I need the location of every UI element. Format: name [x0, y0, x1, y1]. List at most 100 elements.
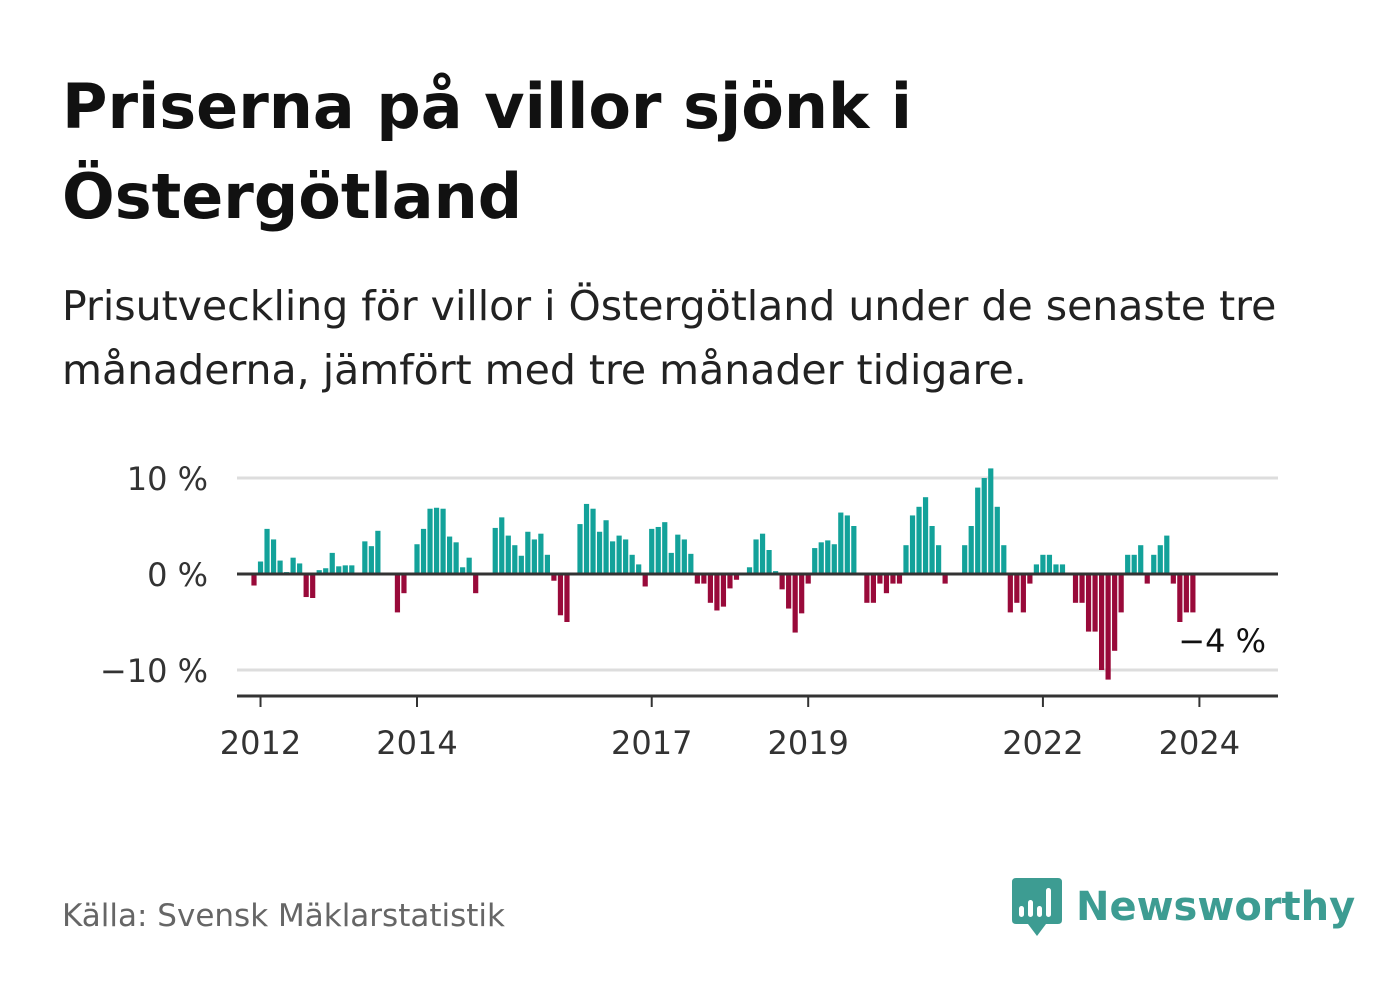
bar: [975, 487, 981, 574]
bar: [323, 568, 329, 574]
bar: [851, 526, 857, 574]
x-tick-label: 2012: [220, 724, 301, 762]
x-tick-label: 2014: [376, 724, 457, 762]
bar: [512, 545, 518, 574]
x-tick-label: 2024: [1159, 724, 1240, 762]
bars: [251, 468, 1196, 680]
bar: [825, 540, 831, 574]
newsworthy-logo[interactable]: Newsworthy: [1010, 876, 1355, 938]
bar: [1085, 574, 1092, 632]
bar: [688, 553, 694, 574]
bar: [329, 552, 335, 574]
bar: [466, 557, 472, 574]
y-tick-label: −10 %: [100, 652, 208, 690]
bar: [1099, 574, 1105, 670]
bar: [799, 574, 805, 614]
bar: [1105, 574, 1111, 680]
bar: [981, 478, 987, 574]
bar: [636, 564, 642, 574]
bar: [518, 555, 524, 574]
bar: [1183, 574, 1189, 613]
bar: [577, 524, 583, 574]
bar: [414, 544, 420, 574]
bar: [831, 544, 837, 574]
bar: [310, 574, 316, 598]
newsworthy-logo-icon: [1012, 878, 1062, 936]
bar: [590, 508, 596, 574]
bar: [303, 574, 309, 598]
bar: [922, 497, 929, 574]
bar: [681, 539, 687, 574]
bar: [668, 552, 674, 574]
bar: [942, 574, 948, 584]
bar: [427, 508, 433, 574]
bar: [375, 530, 381, 574]
latest-value-label: −4 %: [1178, 622, 1266, 660]
bar: [257, 561, 264, 574]
bar: [251, 574, 257, 586]
bar: [1164, 535, 1170, 574]
bar: [694, 574, 700, 584]
bar: [1118, 574, 1124, 613]
bar: [675, 534, 681, 574]
bar: [277, 560, 283, 574]
bar: [805, 574, 811, 584]
bar: [786, 574, 792, 609]
bar: [1014, 574, 1020, 603]
bar: [1170, 574, 1176, 584]
bar: [818, 542, 824, 574]
bar: [929, 526, 935, 574]
brand-name: Newsworthy: [1076, 884, 1356, 930]
bar: [962, 545, 968, 574]
bar: [1007, 574, 1013, 613]
bar: [1053, 564, 1059, 574]
bar: [759, 533, 766, 574]
bar: [662, 522, 668, 574]
bar: [727, 574, 733, 589]
bar: [447, 536, 453, 574]
bar: [1151, 554, 1157, 574]
bar: [1177, 574, 1183, 622]
bar: [642, 574, 648, 587]
bar: [916, 506, 922, 574]
bar: [909, 515, 916, 574]
bar: [349, 565, 355, 574]
bar: [994, 506, 1000, 574]
bar: [394, 574, 401, 613]
bar: [1033, 564, 1039, 574]
bar: [460, 567, 466, 574]
bar: [1079, 574, 1085, 603]
bar: [720, 574, 727, 607]
bar: [649, 528, 655, 574]
bar: [896, 574, 903, 584]
bar: [883, 574, 890, 594]
bar: [792, 574, 798, 633]
bar: [499, 517, 505, 574]
bar: [264, 528, 270, 574]
bar: [420, 528, 427, 574]
bar: [362, 541, 368, 574]
bar: [270, 539, 277, 574]
bar: [297, 563, 303, 574]
bar: [551, 574, 557, 581]
bar: [623, 539, 629, 574]
chart-title: Priserna på villor sjönk i Östergötland: [62, 70, 913, 233]
bar: [753, 539, 759, 574]
bar: [746, 567, 753, 574]
bar: [714, 574, 720, 611]
bar: [316, 570, 322, 574]
bar: [812, 548, 818, 574]
bar: [525, 531, 531, 574]
bar: [544, 554, 550, 574]
bar: [433, 507, 440, 574]
y-axis-labels: 10 % 0 % −10 %: [100, 460, 208, 690]
bar: [1157, 545, 1163, 574]
bar: [290, 557, 296, 574]
bar: [453, 542, 459, 574]
bar: [1125, 554, 1131, 574]
bar: [629, 554, 635, 574]
bar: [1001, 545, 1007, 574]
bar: [1092, 574, 1098, 632]
y-tick-label: 0 %: [147, 556, 208, 594]
chart-subtitle: Prisutveckling för villor i Östergötland…: [62, 282, 1277, 394]
